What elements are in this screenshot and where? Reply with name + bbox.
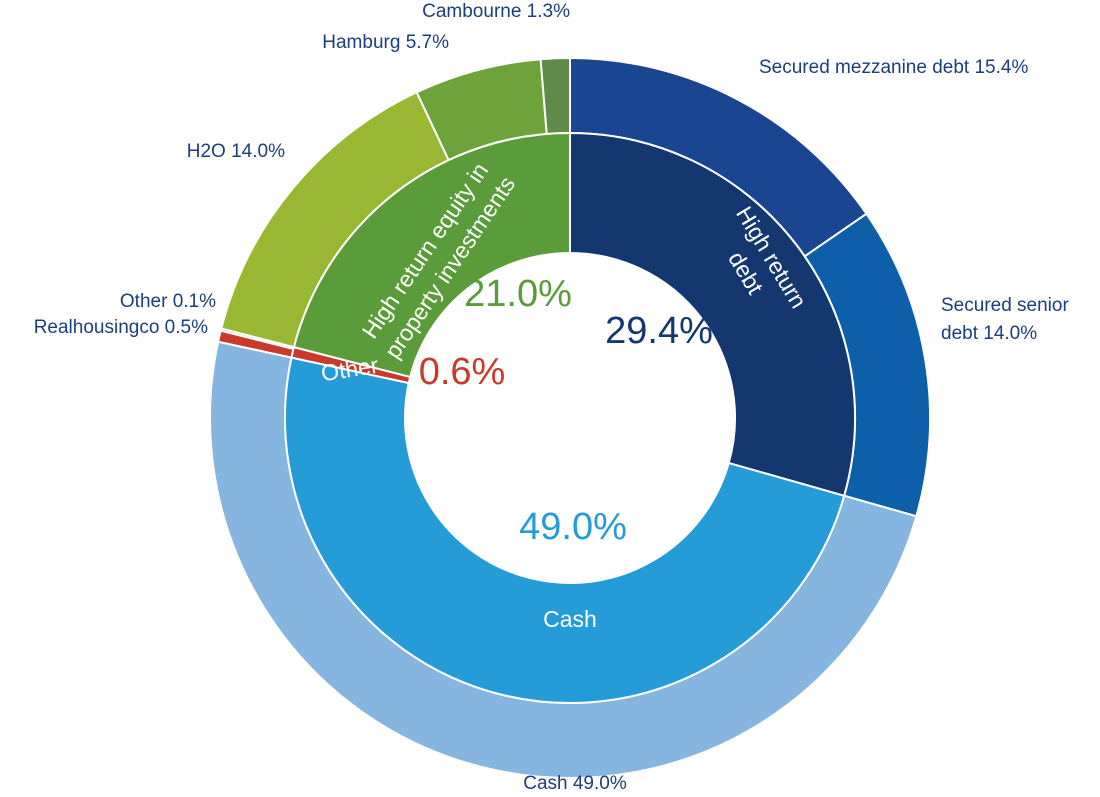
outer-slice-cambourne	[539, 56, 571, 136]
outer-ring-labels: Secured mezzanine debt 15.4% Secured seni…	[34, 1, 1070, 794]
percent-label-other: 0.6%	[419, 351, 506, 393]
outer-label-cambourne: Cambourne 1.3%	[422, 1, 570, 22]
outer-label-h2o: H2O 14.0%	[187, 141, 285, 162]
inner-ring-percent-labels: 29.4% 49.0% 0.6% 21.0%	[419, 273, 713, 548]
outer-label-hamburg: Hamburg 5.7%	[322, 32, 449, 53]
outer-ring	[208, 56, 931, 780]
outer-label-secured-senior-debt: Secured senior debt 14.0%	[941, 295, 1069, 344]
outer-label-other: Other 0.1%	[120, 291, 216, 312]
percent-label-high-return-equity-in-property-investments: 21.0%	[464, 273, 572, 315]
outer-label-cash: Cash 49.0%	[523, 773, 627, 794]
donut-hole	[405, 253, 735, 583]
band-label-cash: Cash	[543, 606, 597, 632]
inner-ring	[284, 131, 856, 704]
percent-label-cash: 49.0%	[519, 506, 627, 548]
outer-label-realhousingco: Realhousingco 0.5%	[34, 317, 208, 338]
percent-label-high-return-debt: 29.4%	[605, 310, 713, 352]
outer-label-secured-mezzanine-debt: Secured mezzanine debt 15.4%	[759, 57, 1028, 78]
